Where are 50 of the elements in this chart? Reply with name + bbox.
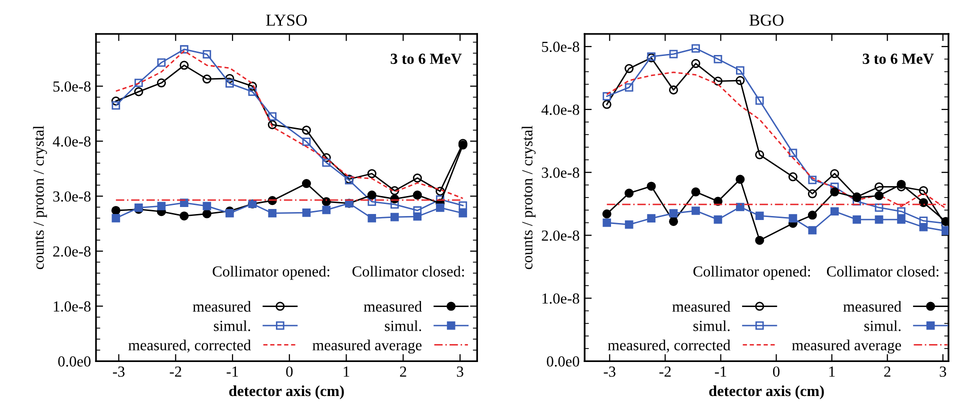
x-tick-label: -3 xyxy=(604,366,616,377)
y-tick-label: 5.0e-8 xyxy=(53,81,91,92)
x-tick-label: -2 xyxy=(170,366,182,377)
legend-label: measured average xyxy=(312,340,422,354)
legend-label: simul. xyxy=(693,320,730,332)
x-tick-label: 3 xyxy=(940,366,946,377)
x-tick-label: 2 xyxy=(884,366,890,377)
legend-label: measured xyxy=(192,301,251,312)
legend-label: measured average xyxy=(792,340,902,354)
x-tick-label: -2 xyxy=(659,366,671,377)
legend-label: measured xyxy=(364,301,422,312)
annotation: 3 to 6 MeV xyxy=(862,54,934,64)
legend-label: simul. xyxy=(214,320,250,332)
annotation: Collimator closed: xyxy=(352,266,464,277)
legend-label: measured, corrected xyxy=(608,340,730,353)
y-tick-label: 2.0e-8 xyxy=(53,246,91,257)
x-tick-label: 1 xyxy=(344,366,350,377)
y-tick-label: 1.0e-8 xyxy=(54,301,91,312)
annotation: Collimator opened: xyxy=(693,266,810,280)
x-tick-label: 3 xyxy=(456,366,464,377)
x-tick-label: 0 xyxy=(773,366,780,377)
y-tick-label: 4.0e-8 xyxy=(541,104,580,115)
y-tick-label: 3.0e-8 xyxy=(53,191,91,202)
y-tick-label: 0.0e0 xyxy=(58,356,91,367)
chart-title: LYSO xyxy=(266,14,307,26)
y-tick-label: 3.0e-8 xyxy=(542,168,580,178)
y-tick-label: 2.0e-8 xyxy=(542,230,580,241)
legend-label: simul. xyxy=(384,320,422,332)
x-tick-label: -3 xyxy=(112,366,125,377)
y-axis-title: counts / proton / crystal xyxy=(522,126,536,270)
x-axis-title: detector axis (cm) xyxy=(229,385,344,400)
y-tick-label: 4.0e-8 xyxy=(52,136,91,147)
legend-label: measured xyxy=(672,301,730,312)
y-tick-label: 1.0e-8 xyxy=(542,293,580,304)
x-tick-label: -1 xyxy=(714,366,726,377)
chart-title: BGO xyxy=(749,14,784,26)
x-tick-label: 1 xyxy=(829,366,835,377)
legend-label: simul. xyxy=(864,320,901,332)
y-axis-title: counts / proton / crystal xyxy=(33,126,47,270)
annotation: Collimator closed: xyxy=(826,266,938,277)
x-tick-label: 2 xyxy=(400,366,406,377)
y-tick-label: 0.0e0 xyxy=(546,356,580,367)
annotation: Collimator opened: xyxy=(212,266,330,280)
x-tick-label: -1 xyxy=(226,366,238,377)
x-axis-title: detector axis (cm) xyxy=(709,385,824,400)
legend-label: measured xyxy=(843,301,902,312)
x-tick-label: 0 xyxy=(286,366,293,377)
y-tick-label: 5.0e-8 xyxy=(542,42,580,52)
legend-label: measured, corrected xyxy=(128,340,251,353)
annotation: 3 to 6 MeV xyxy=(390,54,462,64)
